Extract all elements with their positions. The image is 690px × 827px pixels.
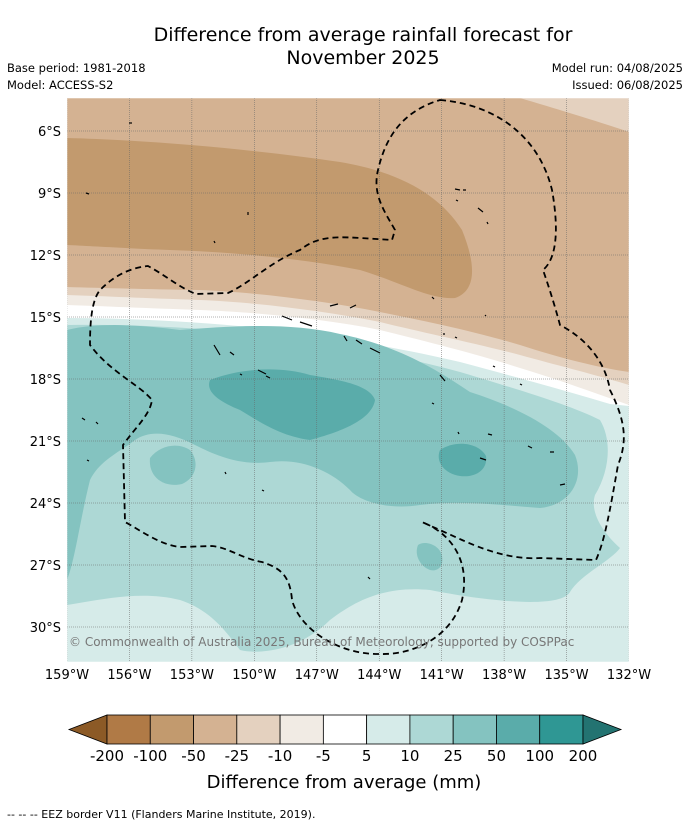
latitude-labels: 6°S 9°S 12°S 15°S 18°S 21°S 24°S 27°S 30°S	[30, 125, 61, 636]
colorbar-segment	[496, 714, 541, 745]
colorbar-segment	[193, 714, 238, 745]
latitude-tick-label: 30°S	[30, 621, 61, 636]
colorbar-tick-label: -50	[181, 747, 206, 765]
copyright-text: © Commonwealth of Australia 2025, Bureau…	[69, 635, 574, 649]
longitude-tick-label: 147°W	[295, 668, 339, 683]
latitude-tick-label: 9°S	[38, 187, 61, 202]
colorbar-tick-label: 10	[400, 747, 419, 765]
colorbar-segment	[149, 714, 194, 745]
longitude-tick-label: 159°W	[45, 668, 89, 683]
longitude-tick-label: 156°W	[107, 668, 151, 683]
latitude-tick-label: 6°S	[38, 125, 61, 140]
colorbar-segment	[106, 714, 151, 745]
wet-band-lower-left	[149, 445, 196, 485]
colorbar-segment	[539, 714, 584, 745]
colorbar-tick-label: 25	[444, 747, 463, 765]
colorbar-tick-label: 200	[569, 747, 598, 765]
longitude-tick-label: 150°W	[232, 668, 276, 683]
colorbar-segment	[366, 714, 411, 745]
wet-band-small	[416, 543, 443, 571]
eez-footnote: -- -- -- EEZ border V11 (Flanders Marine…	[7, 808, 316, 821]
latitude-tick-label: 15°S	[30, 311, 61, 326]
latitude-tick-label: 24°S	[30, 497, 61, 512]
wet-band-25	[67, 325, 579, 580]
colorbar-title: Difference from average (mm)	[207, 772, 482, 793]
colorbar-tick-label: 100	[525, 747, 554, 765]
wet-band-50	[209, 369, 375, 440]
colorbar-segment	[236, 714, 281, 745]
colorbar-segment	[279, 714, 324, 745]
meta-left: Base period: 1981-2018 Model: ACCESS-S2	[7, 60, 146, 94]
islands	[81, 122, 566, 580]
colorbar-arrow-left	[67, 714, 108, 745]
latitude-tick-label: 21°S	[30, 435, 61, 450]
colorbar-tick-label: -100	[133, 747, 167, 765]
dry-band-minus-50	[67, 138, 473, 299]
map-figure: © Commonwealth of Australia 2025, Bureau…	[30, 97, 651, 793]
latitude-tick-label: 18°S	[30, 373, 61, 388]
graticule	[67, 98, 629, 662]
latitude-tick-label: 27°S	[30, 559, 61, 574]
longitude-tick-label: 135°W	[544, 668, 588, 683]
title-line-1: Difference from average rainfall forecas…	[153, 24, 573, 46]
longitude-tick-label: 153°W	[170, 668, 214, 683]
colorbar-segment	[452, 714, 497, 745]
map-title: Difference from average rainfall forecas…	[0, 24, 690, 70]
eez-border-line	[89, 99, 625, 655]
issued-date: Issued: 06/08/2025	[572, 78, 683, 92]
colorbar-segment	[322, 714, 368, 745]
colorbar-tick-label: 5	[362, 747, 372, 765]
colorbar-tick-label: -5	[316, 747, 331, 765]
colorbar: -200 -100 -50 -25 -10 -5 5 10 25 50 100 200	[67, 714, 623, 765]
meta-right: Model run: 04/08/2025 Issued: 06/08/2025	[552, 60, 683, 94]
colorbar-tick-label: -25	[225, 747, 250, 765]
colorbar-tick-label: -10	[268, 747, 293, 765]
colorbar-segment	[409, 714, 454, 745]
model-name: Model: ACCESS-S2	[7, 78, 114, 92]
longitude-tick-label: 141°W	[420, 668, 464, 683]
colorbar-tick-label: 50	[487, 747, 506, 765]
wet-band-50-east	[438, 443, 487, 477]
colorbar-tick-label: -200	[90, 747, 124, 765]
model-run: Model run: 04/08/2025	[551, 61, 683, 75]
longitude-tick-label: 138°W	[482, 668, 526, 683]
rainfall-anomaly-field	[67, 98, 629, 662]
colorbar-arrow-right	[582, 714, 623, 745]
title-line-2: November 2025	[286, 47, 440, 69]
longitude-tick-label: 144°W	[357, 668, 401, 683]
longitude-tick-label: 132°W	[607, 668, 651, 683]
latitude-tick-label: 12°S	[30, 249, 61, 264]
base-period: Base period: 1981-2018	[7, 61, 146, 75]
longitude-labels: 159°W 156°W 153°W 150°W 147°W 144°W 141°W 138°W…	[45, 668, 651, 683]
